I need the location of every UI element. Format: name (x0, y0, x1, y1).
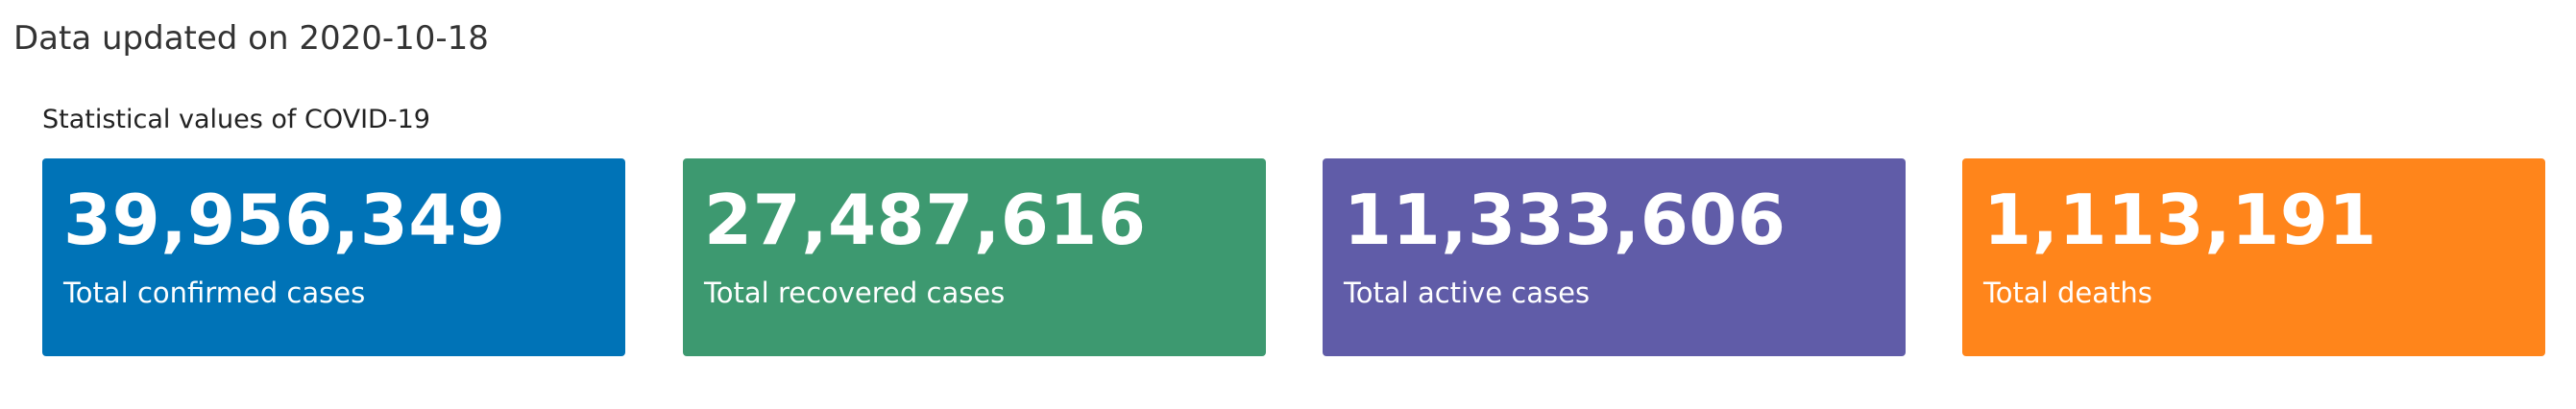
deaths-label: Total deaths (1983, 277, 2152, 309)
recovered-cases-label: Total recovered cases (704, 277, 1006, 309)
stat-cards: 39,956,349 Total confirmed cases 27,487,… (42, 158, 2545, 356)
confirmed-cases-card: 39,956,349 Total confirmed cases (42, 158, 625, 356)
confirmed-cases-label: Total confirmed cases (63, 277, 366, 309)
active-cases-card: 11,333,606 Total active cases (1323, 158, 1906, 356)
deaths-value: 1,113,191 (1983, 180, 2377, 260)
data-updated-text: Data updated on 2020-10-18 (13, 19, 489, 58)
recovered-cases-card: 27,487,616 Total recovered cases (683, 158, 1266, 356)
section-title: Statistical values of COVID-19 (42, 105, 430, 134)
deaths-card: 1,113,191 Total deaths (1962, 158, 2545, 356)
active-cases-value: 11,333,606 (1344, 180, 1786, 260)
recovered-cases-value: 27,487,616 (704, 180, 1147, 260)
confirmed-cases-value: 39,956,349 (63, 180, 506, 260)
active-cases-label: Total active cases (1344, 277, 1591, 309)
